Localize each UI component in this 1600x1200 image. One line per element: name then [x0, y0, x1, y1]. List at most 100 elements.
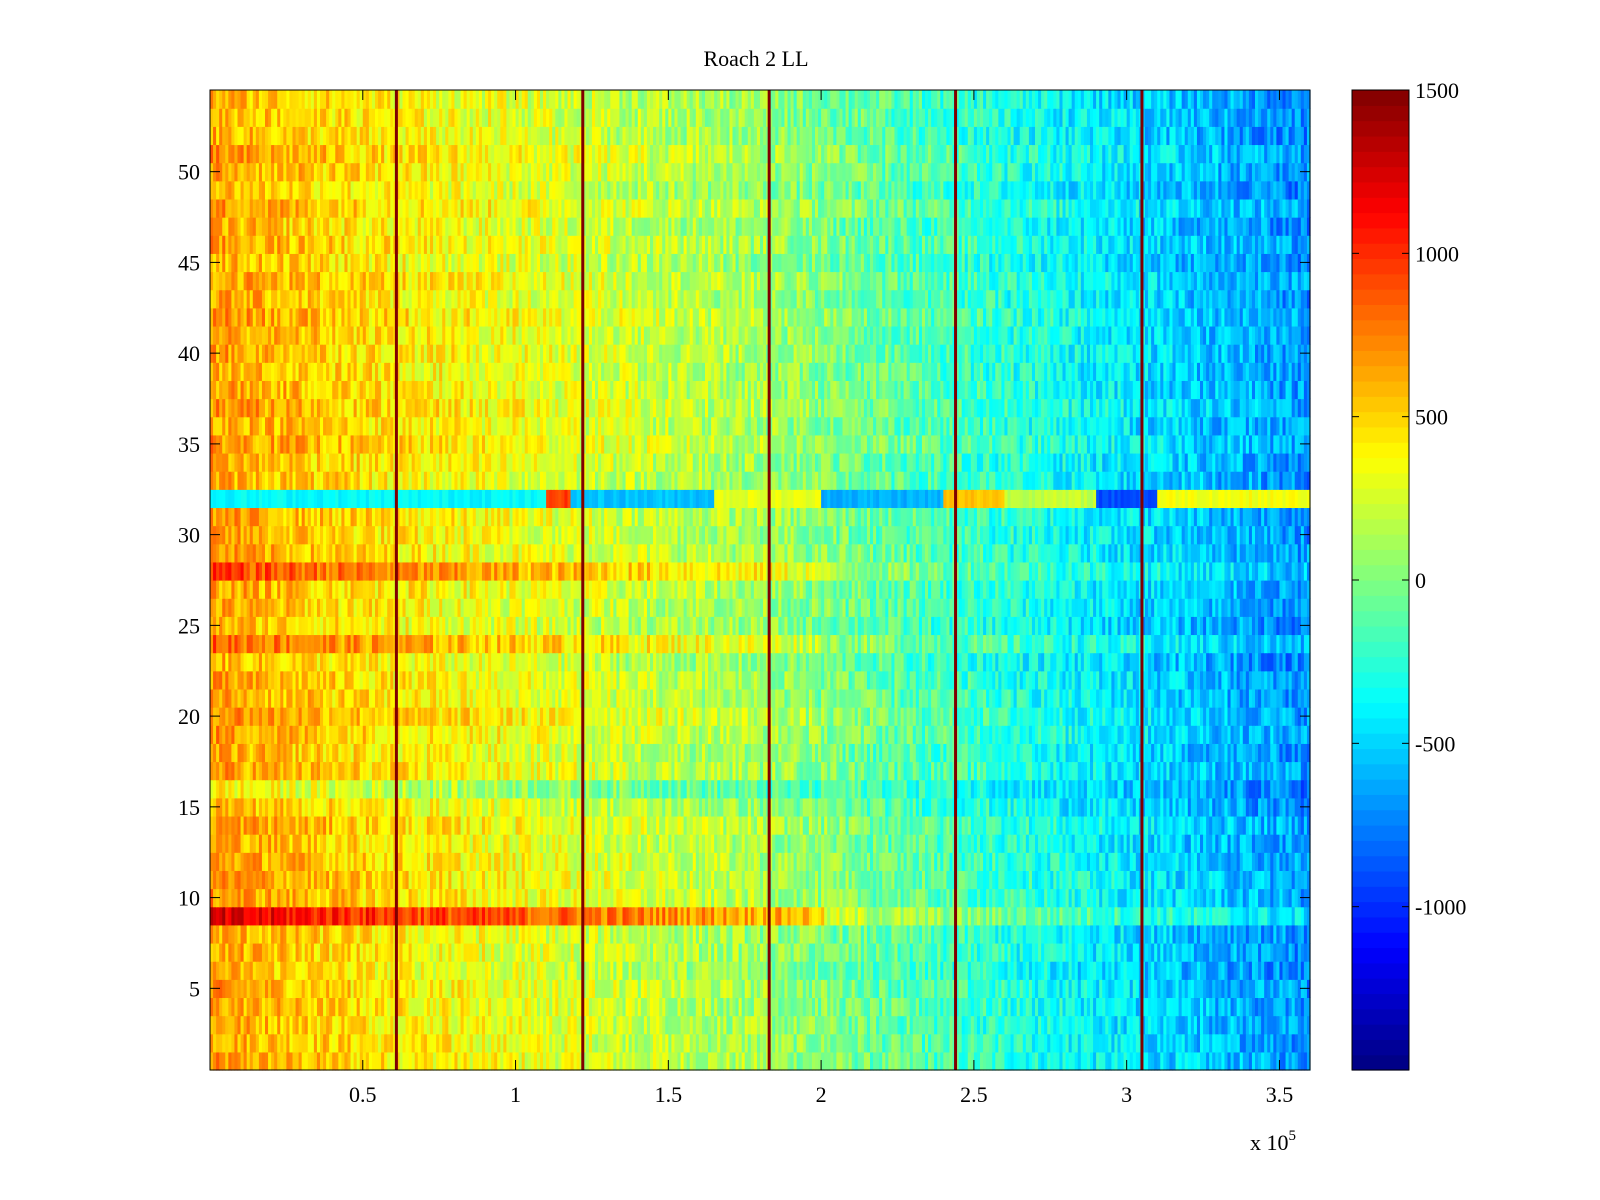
- heatmap-cell: [347, 1015, 352, 1035]
- heatmap-cell: [747, 1015, 752, 1035]
- heatmap-cell: [1044, 1051, 1048, 1071]
- heatmap-cell: [1224, 1051, 1229, 1071]
- heatmap-cell: [1102, 1051, 1106, 1071]
- heatmap-cell: [692, 1033, 697, 1053]
- heatmap-cell: [237, 1033, 242, 1053]
- heatmap-cell: [411, 997, 416, 1017]
- heatmap-cell: [937, 1033, 941, 1053]
- heatmap-cell: [518, 997, 523, 1017]
- heatmap-cell: [536, 1051, 541, 1071]
- heatmap-cell: [387, 997, 391, 1017]
- heatmap-cell: [1258, 1033, 1262, 1053]
- heatmap-cell: [1285, 1015, 1290, 1035]
- heatmap-cell: [1279, 1033, 1284, 1053]
- heatmap-cell: [866, 997, 871, 1017]
- heatmap-cell: [934, 1051, 938, 1071]
- heatmap-cell: [246, 997, 251, 1017]
- heatmap-cell: [992, 1033, 996, 1053]
- heatmap-cell: [650, 997, 654, 1017]
- heatmap-cell: [222, 1033, 226, 1053]
- heatmap-cell: [744, 997, 749, 1017]
- heatmap-cell: [414, 1051, 419, 1071]
- heatmap-cell: [298, 1051, 303, 1071]
- heatmap-cell: [613, 1033, 617, 1053]
- heatmap-cell: [964, 1015, 969, 1035]
- heatmap-cell: [1114, 1015, 1119, 1035]
- heatmap-cell: [1025, 997, 1030, 1017]
- heatmap-cell: [341, 1033, 346, 1053]
- heatmap-cell: [368, 1015, 373, 1035]
- heatmap-cell: [316, 1015, 321, 1035]
- heatmap-cell: [659, 997, 663, 1017]
- heatmap-cell: [1227, 1051, 1232, 1071]
- heatmap-cell: [310, 1051, 315, 1071]
- heatmap-cell: [595, 1015, 599, 1035]
- heatmap-cell: [650, 1033, 654, 1053]
- heatmap-cell: [937, 1051, 941, 1071]
- heatmap-cell: [555, 1015, 559, 1035]
- heatmap-cell: [280, 1051, 284, 1071]
- heatmap-cell: [503, 1033, 507, 1053]
- heatmap-cell: [808, 1015, 813, 1035]
- heatmap-cell: [934, 1033, 938, 1053]
- heatmap-cell: [387, 1033, 391, 1053]
- heatmap-cell: [408, 1033, 413, 1053]
- heatmap-cell: [451, 1015, 456, 1035]
- heatmap-cell: [1096, 1033, 1100, 1053]
- heatmap-cell: [268, 1051, 272, 1071]
- heatmap-cell: [549, 1051, 553, 1071]
- heatmap-cell: [1132, 1015, 1137, 1035]
- heatmap-cell: [1065, 1051, 1070, 1071]
- heatmap-cell: [1273, 1033, 1277, 1053]
- heatmap-cell: [301, 997, 306, 1017]
- heatmap-cell: [1105, 1033, 1109, 1053]
- heatmap-cell: [1114, 1033, 1119, 1053]
- heatmap-cell: [845, 1033, 850, 1053]
- heatmap-cell: [268, 1033, 272, 1053]
- heatmap-cell: [1245, 1051, 1250, 1071]
- heatmap-cell: [231, 1033, 236, 1053]
- heatmap-cell: [1248, 1015, 1253, 1035]
- heatmap-cell: [753, 1033, 758, 1053]
- heatmap-cell: [695, 1051, 700, 1071]
- heatmap-cell: [1169, 1033, 1174, 1053]
- heatmap-cell: [378, 1051, 382, 1071]
- heatmap-cell: [509, 997, 514, 1017]
- heatmap-cell: [524, 1033, 529, 1053]
- heatmap-cell: [234, 997, 239, 1017]
- heatmap-cell: [1077, 997, 1082, 1017]
- heatmap-cell: [310, 1033, 315, 1053]
- heatmap-cell: [720, 1015, 724, 1035]
- heatmap-cell: [796, 1015, 801, 1035]
- heatmap-cell: [940, 1051, 944, 1071]
- heatmap-cell: [268, 1015, 272, 1035]
- heatmap-cell: [646, 1051, 651, 1071]
- heatmap-cell: [741, 1015, 746, 1035]
- heatmap-cell: [426, 1051, 431, 1071]
- heatmap-cell: [723, 1015, 727, 1035]
- heatmap-cell: [1035, 1033, 1039, 1053]
- heatmap-cell: [961, 997, 966, 1017]
- heatmap-cell: [1230, 1033, 1235, 1053]
- heatmap-cell: [961, 1015, 966, 1035]
- heatmap-cell: [1050, 997, 1054, 1017]
- heatmap-cell: [1303, 1033, 1308, 1053]
- heatmap-cell: [1245, 1015, 1250, 1035]
- heatmap-cell: [634, 1051, 639, 1071]
- heatmap-cell: [533, 1051, 538, 1071]
- heatmap-cell: [442, 1051, 446, 1071]
- heatmap-cell: [1215, 1015, 1219, 1035]
- heatmap-cell: [243, 1033, 248, 1053]
- heatmap-cell: [799, 1051, 804, 1071]
- heatmap-cell: [1300, 1051, 1305, 1071]
- heatmap-cell: [1221, 1051, 1226, 1071]
- heatmap-cell: [778, 1033, 782, 1053]
- heatmap-cell: [362, 1051, 367, 1071]
- heatmap-cell: [1007, 997, 1012, 1017]
- heatmap-cell: [341, 997, 346, 1017]
- heatmap-cell: [1169, 1015, 1174, 1035]
- heatmap-cell: [1239, 1015, 1244, 1035]
- heatmap-cell: [714, 1051, 718, 1071]
- heatmap-cell: [570, 1015, 575, 1035]
- heatmap-cell: [356, 1033, 361, 1053]
